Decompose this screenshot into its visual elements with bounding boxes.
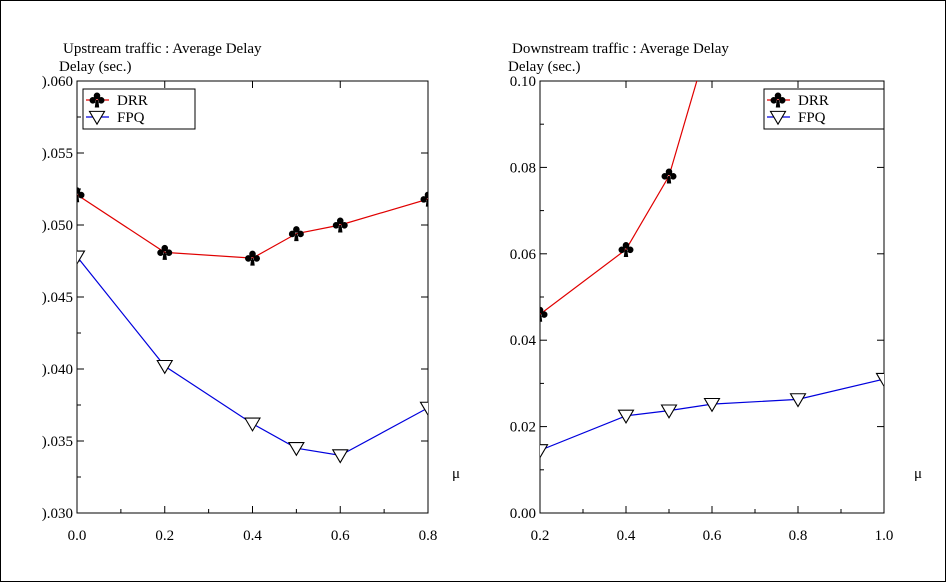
y-tick-label: 0.10 (510, 74, 536, 90)
x-axis-label: μ (452, 466, 460, 482)
legend-marker (769, 110, 787, 126)
y-tick-label: 0.08 (510, 160, 536, 176)
data-point-fpq (540, 444, 549, 459)
x-tick-label: 0.6 (703, 528, 722, 544)
legend-label: FPQ (798, 110, 826, 126)
data-point-fpq (875, 372, 884, 388)
series-line-drr (540, 81, 698, 315)
y-axis-label: Delay (sec.) (508, 59, 580, 75)
y-tick-label: ).030 (42, 506, 73, 522)
y-axis-label: Delay (sec.) (59, 59, 131, 75)
plot-series-group (540, 22, 884, 459)
legend-marker (770, 92, 786, 108)
y-tick-label: 0.00 (510, 506, 536, 522)
chart-title: Upstream traffic : Average Delay (63, 41, 262, 57)
legend-marker (88, 110, 106, 126)
data-point-drr (288, 226, 304, 242)
data-point-fpq (660, 404, 678, 419)
legend-box (82, 88, 196, 130)
data-point-fpq (244, 417, 261, 432)
x-tick-label: 0.4 (617, 528, 636, 544)
data-point-fpq (77, 250, 86, 265)
data-point-drr (705, 22, 720, 37)
legend-label: DRR (798, 93, 829, 109)
y-tick-label: ).055 (42, 146, 73, 162)
data-point-drr (332, 217, 348, 233)
data-point-drr (661, 168, 677, 184)
data-point-fpq (287, 442, 305, 457)
chart-panel-0: Upstream traffic : Average Delay Delay (s… (42, 41, 460, 544)
x-tick-label: 1.0 (875, 528, 894, 544)
data-point-fpq (617, 409, 635, 425)
x-tick-label: 0.2 (155, 528, 174, 544)
x-tick-label: 0.6 (331, 528, 350, 544)
data-point-drr (540, 306, 548, 322)
chart-panel-1: Downstream traffic : Average Delay Delay … (508, 22, 922, 544)
legend-box (763, 88, 885, 130)
data-point-fpq (789, 393, 807, 408)
plot-area-border (539, 80, 885, 514)
series-line-fpq (540, 378, 884, 451)
data-point-fpq (331, 449, 349, 464)
x-tick-label: 0.0 (68, 528, 87, 544)
series-line-drr (77, 194, 428, 259)
plot-series-group (77, 187, 428, 464)
data-point-fpq (703, 397, 721, 413)
y-tick-label: 0.04 (510, 333, 537, 349)
plot-area-border (76, 80, 429, 514)
data-point-drr (420, 191, 428, 207)
x-tick-label: 0.8 (789, 528, 808, 544)
y-tick-label: ).050 (42, 218, 73, 234)
y-tick-label: 0.02 (510, 420, 536, 436)
data-point-drr (157, 244, 173, 260)
x-tick-label: 0.4 (243, 528, 262, 544)
y-tick-label: 0.06 (510, 247, 537, 263)
series-line-fpq (77, 256, 428, 457)
data-point-fpq (156, 359, 174, 375)
legend-marker (89, 92, 105, 108)
y-tick-label: ).035 (42, 434, 73, 450)
data-point-drr (77, 187, 85, 203)
y-tick-label: ).045 (42, 290, 73, 306)
x-axis-label: μ (914, 466, 922, 482)
legend-label: DRR (117, 93, 148, 109)
y-tick-label: ).040 (42, 362, 73, 378)
x-tick-label: 0.8 (419, 528, 438, 544)
data-point-fpq (419, 401, 428, 417)
legend-label: FPQ (117, 110, 145, 126)
data-point-drr (245, 250, 260, 266)
x-tick-label: 0.2 (531, 528, 550, 544)
y-tick-label: ).060 (42, 74, 73, 90)
chart-title: Downstream traffic : Average Delay (512, 41, 729, 57)
data-point-drr (618, 241, 634, 257)
